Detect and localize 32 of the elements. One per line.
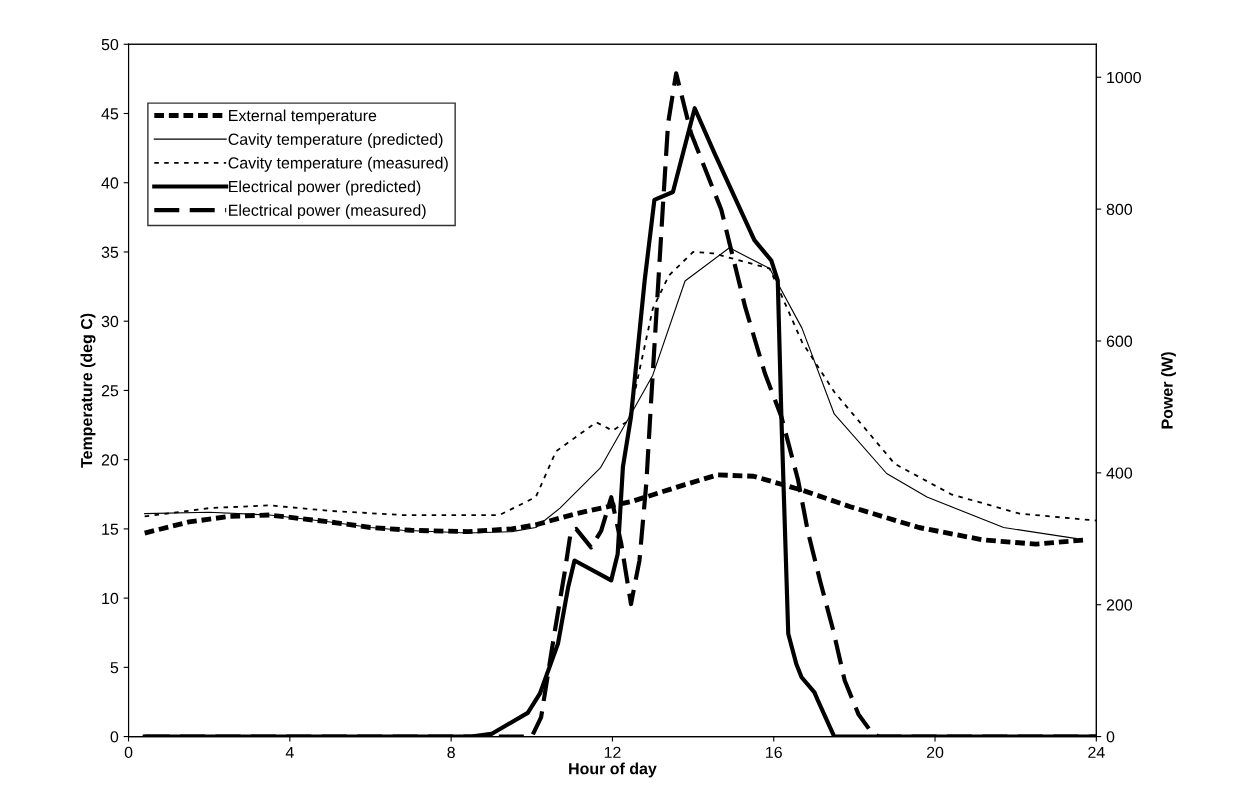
y2-tick-label: 600 xyxy=(1106,335,1133,347)
y-tick-label: 30 xyxy=(101,315,119,328)
x-tick-label: 8 xyxy=(447,746,455,759)
y2-tick-label: 0 xyxy=(1106,731,1115,743)
y2-tick-label: 1000 xyxy=(1107,71,1141,84)
x-tick-label: 16 xyxy=(766,746,782,759)
legend-label: Cavity temperature (measured) xyxy=(228,156,448,172)
legend-label: Cavity temperature (predicted) xyxy=(228,133,443,149)
y-tick-label: 45 xyxy=(101,108,119,120)
legend-label: Electrical power (predicted) xyxy=(229,180,421,196)
y-tick-label: 35 xyxy=(101,246,119,258)
y-tick-label: 50 xyxy=(101,38,119,51)
y2-axis-title: Power (W) xyxy=(1161,352,1176,429)
y-axis-title: Temperature (deg C) xyxy=(80,313,96,468)
x-tick-label: 12 xyxy=(604,746,621,758)
y2-tick-label: 400 xyxy=(1106,467,1133,479)
y-tick-label: 20 xyxy=(101,454,119,466)
y-tick-label: 5 xyxy=(110,662,119,674)
x-tick-label: 24 xyxy=(1088,746,1105,758)
y-tick-label: 40 xyxy=(101,177,119,189)
y-tick-label: 10 xyxy=(102,592,119,605)
legend-label: External temperature xyxy=(229,109,377,125)
y-tick-label: 25 xyxy=(101,385,119,397)
y2-tick-label: 800 xyxy=(1106,203,1133,216)
y2-tick-label: 200 xyxy=(1106,599,1133,611)
x-tick-label: 20 xyxy=(926,746,944,759)
x-tick-label: 0 xyxy=(124,746,133,759)
y-tick-label: 0 xyxy=(110,731,119,743)
y-tick-label: 15 xyxy=(102,523,119,535)
x-axis-title: Hour of day xyxy=(569,762,657,778)
legend-label: Electrical power (measured) xyxy=(229,204,426,220)
x-tick-label: 4 xyxy=(285,746,294,758)
